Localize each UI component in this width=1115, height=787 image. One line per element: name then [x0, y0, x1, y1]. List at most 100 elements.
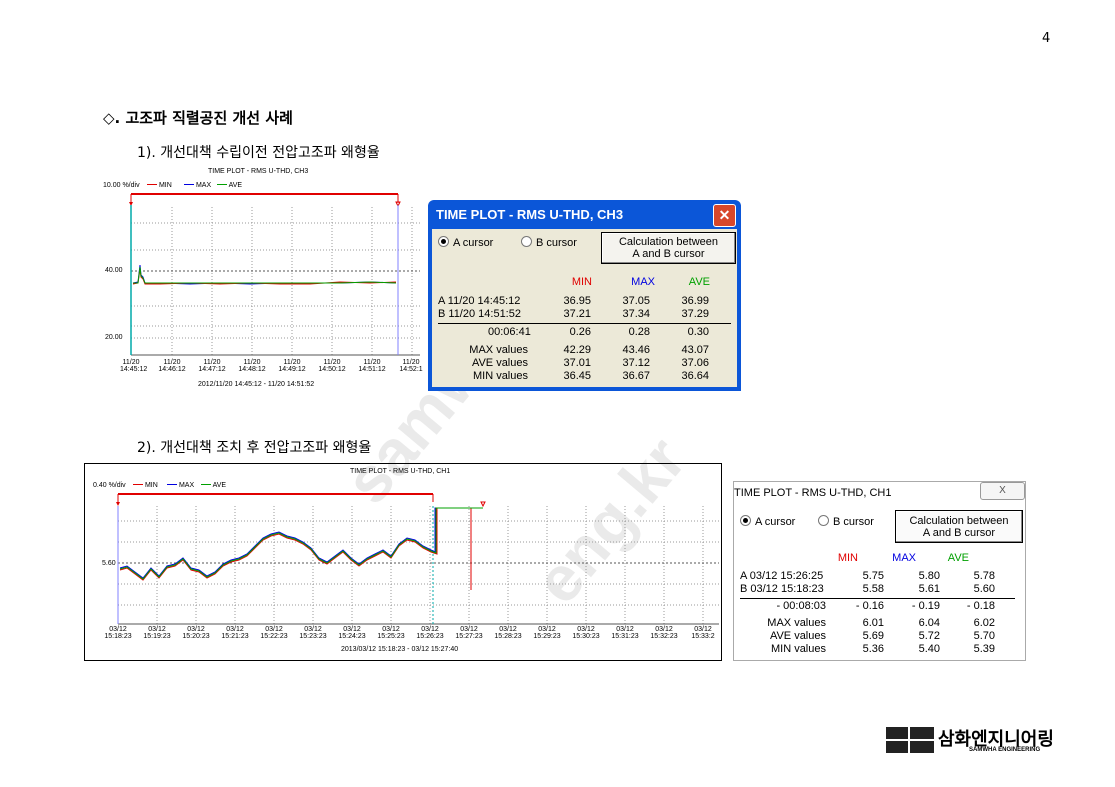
diff-label: - 00:08:03	[776, 600, 826, 612]
col-header-min: MIN	[571, 276, 592, 288]
value-cell: 5.61	[918, 583, 940, 595]
value-cell: 5.69	[862, 630, 884, 642]
value-cell: - 0.19	[911, 600, 940, 612]
value-cell: 0.28	[628, 326, 650, 338]
dialog-title: TIME PLOT - RMS U-THD, CH1	[734, 487, 892, 499]
value-cell: 36.45	[563, 370, 591, 382]
x-tick-label: 03/12 15:30:23	[572, 626, 600, 640]
value-cell: 43.07	[681, 344, 709, 356]
value-cell: 5.40	[918, 643, 940, 655]
value-cell: 5.39	[973, 643, 995, 655]
value-cell: 5.60	[973, 583, 995, 595]
dialog-titlebar[interactable]: TIME PLOT - RMS U-THD, CH3 ✕	[428, 200, 741, 229]
value-cell: 42.29	[563, 344, 591, 356]
value-cell: 5.36	[862, 643, 884, 655]
subsection-title-after: 2). 개선대책 조치 후 전압고조파 왜형율	[137, 440, 372, 456]
value-cell: 0.26	[569, 326, 591, 338]
page-number: 4	[1042, 31, 1051, 46]
value-cell: - 0.18	[966, 600, 995, 612]
dialog-body: A cursor B cursor Calculation between A …	[432, 229, 737, 387]
value-cell: 36.67	[622, 370, 650, 382]
stat-label: MIN values	[770, 643, 826, 655]
radio-a-cursor[interactable]: A cursor	[740, 515, 795, 528]
value-cell: 37.05	[622, 295, 650, 307]
x-tick-label: 11/20 14:49:12	[278, 359, 306, 373]
value-cell: 5.58	[862, 583, 884, 595]
value-cell: 0.30	[687, 326, 709, 338]
x-tick-label: 11/20 14:52:1	[399, 359, 423, 373]
value-cell: 5.72	[918, 630, 940, 642]
plot-range: 2012/11/20 14:45:12 - 11/20 14:51:52	[198, 381, 315, 388]
plot-area	[129, 193, 420, 356]
x-tick-label: 03/12 15:29:23	[533, 626, 561, 640]
col-header-min: MIN	[837, 552, 858, 564]
legend-ave: AVE	[201, 482, 226, 489]
logo-mark	[910, 727, 934, 739]
y-label: 40.00	[105, 267, 123, 274]
x-tick-label: 11/20 14:50:12	[318, 359, 346, 373]
stat-label: AVE values	[471, 357, 528, 369]
legend-min: MIN	[147, 182, 172, 189]
close-icon[interactable]: ✕	[713, 204, 736, 227]
calc-dialog-before: TIME PLOT - RMS U-THD, CH3 ✕ A cursor B …	[428, 200, 741, 391]
y-label: 20.00	[105, 334, 123, 341]
x-tick-label: 03/12 15:27:23	[455, 626, 483, 640]
plot-scale: 10.00 %/div	[103, 182, 140, 189]
time-plot-after: TIME PLOT - RMS U-THD, CH1 0.40 %/div MI…	[84, 463, 722, 661]
value-cell: 37.06	[681, 357, 709, 369]
plot-area	[116, 493, 719, 625]
logo-korean: 삼화엔지니어링	[938, 729, 1054, 750]
legend-min: MIN	[133, 482, 158, 489]
value-cell: 37.29	[681, 308, 709, 320]
calc-dialog-after: TIME PLOT - RMS U-THD, CH1 X A cursor B …	[733, 481, 1026, 661]
radio-a-cursor[interactable]: A cursor	[438, 236, 493, 249]
diff-label: 00:06:41	[488, 326, 531, 338]
radio-b-cursor[interactable]: B cursor	[818, 515, 874, 528]
plot-title: TIME PLOT - RMS U-THD, CH3	[208, 168, 309, 175]
value-cell: 37.12	[622, 357, 650, 369]
calculate-button[interactable]: Calculation between A and B cursor	[601, 232, 736, 264]
value-cell: 6.02	[973, 617, 995, 629]
x-tick-label: 11/20 14:46:12	[158, 359, 186, 373]
stat-label: AVE values	[769, 630, 826, 642]
value-cell: 6.01	[862, 617, 884, 629]
calculate-button[interactable]: Calculation between A and B cursor	[895, 510, 1023, 543]
y-label: 5.60	[102, 560, 116, 567]
section-title: ◇. 고조파 직렬공진 개선 사례	[103, 109, 293, 127]
logo-mark	[886, 727, 908, 739]
value-cell: 37.21	[563, 308, 591, 320]
radio-selected-icon	[740, 515, 751, 526]
radio-selected-icon	[438, 236, 449, 247]
row-label-a: A 11/20 14:45:12	[438, 295, 521, 307]
logo-mark	[910, 741, 934, 753]
value-cell: 5.75	[862, 570, 884, 582]
value-cell: 5.70	[973, 630, 995, 642]
x-tick-label: 03/12 15:26:23	[416, 626, 444, 640]
radio-empty-icon	[818, 515, 829, 526]
close-icon[interactable]: X	[980, 482, 1025, 500]
col-header-ave: AVE	[688, 276, 710, 288]
x-tick-label: 11/20 14:45:12	[120, 359, 148, 373]
x-tick-label: 03/12 15:32:23	[650, 626, 678, 640]
legend-max: MAX	[184, 182, 211, 189]
x-tick-label: 03/12 15:28:23	[494, 626, 522, 640]
legend-max: MAX	[167, 482, 194, 489]
radio-b-cursor[interactable]: B cursor	[521, 236, 577, 249]
value-cell: 37.01	[563, 357, 591, 369]
divider	[740, 598, 1015, 599]
logo-english: SAMWHA ENGINEERING	[969, 747, 1041, 753]
x-tick-label: 03/12 15:33:2	[691, 626, 715, 640]
x-tick-label: 03/12 15:24:23	[338, 626, 366, 640]
logo-mark	[886, 741, 908, 753]
x-tick-label: 03/12 15:31:23	[611, 626, 639, 640]
value-cell: - 0.16	[855, 600, 884, 612]
x-tick-label: 03/12 15:20:23	[182, 626, 210, 640]
value-cell: 43.46	[622, 344, 650, 356]
x-tick-label: 03/12 15:18:23	[104, 626, 132, 640]
time-plot-before: TIME PLOT - RMS U-THD, CH3 10.00 %/div M…	[100, 165, 425, 393]
plot-scale: 0.40 %/div	[93, 482, 126, 489]
x-tick-label: 11/20 14:51:12	[358, 359, 386, 373]
x-tick-label: 11/20 14:48:12	[238, 359, 266, 373]
value-cell: 6.04	[918, 617, 940, 629]
col-header-max: MAX	[892, 552, 916, 564]
